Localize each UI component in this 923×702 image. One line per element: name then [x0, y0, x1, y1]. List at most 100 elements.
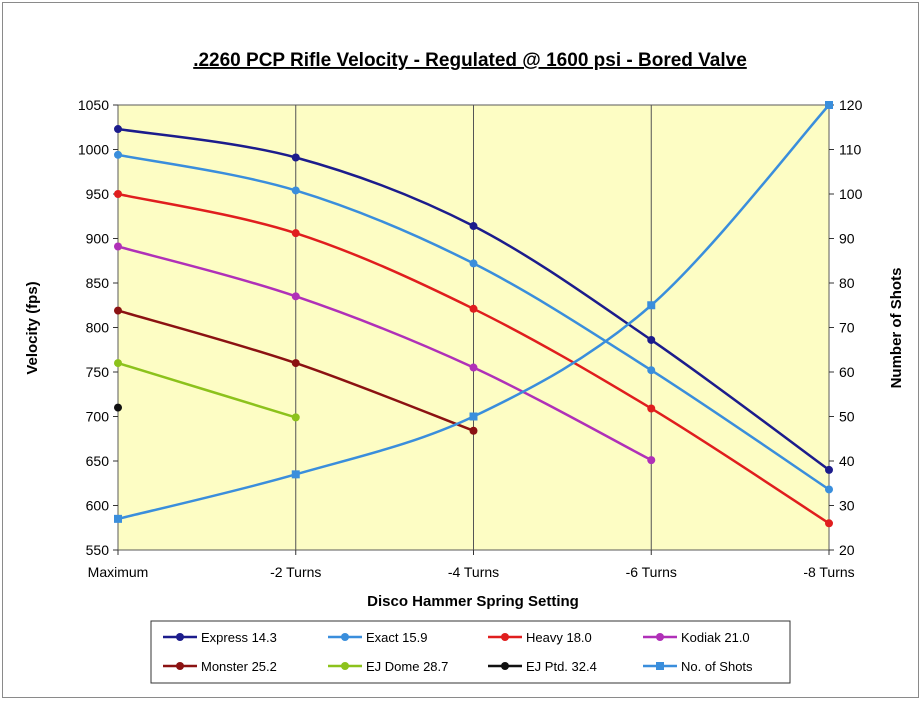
data-point	[114, 190, 122, 198]
data-point	[469, 259, 478, 268]
y-tick-label: 850	[86, 275, 110, 291]
data-point	[291, 413, 300, 422]
series-heavy-18-0	[114, 190, 833, 528]
data-point	[469, 363, 478, 372]
legend-entry: Monster 25.2	[163, 659, 277, 674]
y-tick-label: 950	[86, 186, 110, 202]
left-axis-ticks: 550 600 650 700 750 800 850 900 950 1000 1050	[78, 97, 118, 558]
data-point	[825, 485, 833, 494]
legend-entry: EJ Ptd. 32.4	[488, 659, 597, 674]
x-axis-ticks: Maximum -2 Turns -4 Turns -6 Turns -8 Turns	[88, 550, 855, 580]
series-exact-15-9	[114, 150, 833, 494]
legend-label: Exact 15.9	[366, 630, 427, 645]
y-tick-label: 650	[86, 453, 110, 469]
series-express-14-3	[114, 125, 833, 474]
data-point	[291, 359, 300, 368]
y-tick-label: 1050	[78, 97, 109, 113]
data-point	[291, 229, 300, 238]
data-point	[114, 125, 122, 134]
data-point	[647, 456, 656, 465]
y-axis-title: Velocity (fps)	[24, 281, 41, 374]
legend-marker	[501, 633, 509, 641]
y2-tick-label: 30	[839, 498, 855, 514]
legend-label: Express 14.3	[201, 630, 277, 645]
series-line	[117, 361, 297, 419]
legend-items: Express 14.3 Exact 15.9 Heavy 18.0 Kodiak 2…	[163, 630, 753, 674]
x-tick-label: -8 Turns	[803, 564, 854, 580]
data-point	[469, 304, 478, 313]
y2-tick-label: 60	[839, 364, 855, 380]
legend-marker	[176, 633, 184, 641]
data-point	[291, 153, 300, 162]
y-tick-label: 1000	[78, 142, 109, 158]
legend-entry: Express 14.3	[163, 630, 277, 645]
legend-marker	[656, 633, 664, 641]
data-point	[114, 403, 122, 412]
series-kodiak-21-0	[114, 242, 656, 465]
legend-label: Kodiak 21.0	[681, 630, 750, 645]
y2-axis-title: Number of Shots	[888, 268, 905, 389]
legend-label: EJ Ptd. 32.4	[526, 659, 597, 674]
y-tick-label: 750	[86, 364, 110, 380]
series-line	[117, 245, 652, 462]
legend-label: Monster 25.2	[201, 659, 277, 674]
legend-label: EJ Dome 28.7	[366, 659, 448, 674]
series-monster-25-2	[114, 306, 478, 435]
series-ej-dome-28-7	[114, 359, 300, 422]
right-axis-ticks: 20 30 40 50 60 70 80 90 100 110 120	[829, 97, 863, 558]
data-point	[291, 470, 300, 479]
data-point	[114, 306, 122, 315]
y2-tick-label: 20	[839, 542, 855, 558]
y-tick-label: 800	[86, 320, 110, 336]
y2-tick-label: 50	[839, 409, 855, 425]
legend	[150, 620, 791, 684]
legend-label: No. of Shots	[681, 659, 753, 674]
y-tick-label: 700	[86, 409, 110, 425]
y2-tick-label: 120	[839, 97, 863, 113]
y2-tick-label: 90	[839, 231, 855, 247]
legend-entry: Exact 15.9	[328, 630, 427, 645]
data-point	[291, 186, 300, 195]
data-point	[114, 359, 122, 368]
data-point	[114, 150, 122, 159]
data-point	[825, 465, 833, 474]
legend-entry: No. of Shots	[643, 659, 753, 674]
series-no-of-shots	[114, 101, 833, 523]
y2-tick-label: 100	[839, 186, 863, 202]
chart: .2260 PCP Rifle Velocity - Regulated @ 1…	[24, 50, 905, 684]
data-point	[825, 519, 833, 528]
y2-tick-label: 110	[839, 142, 862, 158]
y2-tick-label: 70	[839, 320, 855, 336]
y2-tick-label: 80	[839, 275, 855, 291]
series-ej-ptd-32-4	[114, 403, 122, 412]
series-line	[117, 104, 830, 521]
x-tick-label: -4 Turns	[448, 564, 499, 580]
data-point	[647, 366, 656, 375]
series-layer	[114, 101, 833, 528]
legend-entry: Kodiak 21.0	[643, 630, 750, 645]
data-point	[291, 292, 300, 301]
y-tick-label: 600	[86, 498, 110, 514]
legend-label: Heavy 18.0	[526, 630, 592, 645]
legend-marker	[501, 662, 509, 670]
data-point	[469, 222, 478, 231]
x-tick-label: Maximum	[88, 564, 149, 580]
legend-marker	[656, 662, 664, 670]
data-point	[647, 335, 656, 344]
data-point	[647, 301, 656, 310]
legend-marker	[176, 662, 184, 670]
x-tick-label: -2 Turns	[270, 564, 321, 580]
y-tick-label: 550	[86, 542, 110, 558]
y-tick-label: 900	[86, 231, 110, 247]
data-point	[114, 242, 122, 251]
legend-marker	[341, 633, 349, 641]
x-axis-title: Disco Hammer Spring Setting	[367, 593, 579, 610]
data-point	[647, 404, 656, 413]
legend-entry: Heavy 18.0	[488, 630, 592, 645]
data-point	[825, 101, 833, 109]
legend-entry: EJ Dome 28.7	[328, 659, 448, 674]
y2-tick-label: 40	[839, 453, 855, 469]
legend-marker	[341, 662, 349, 670]
chart-title: .2260 PCP Rifle Velocity - Regulated @ 1…	[193, 50, 747, 71]
